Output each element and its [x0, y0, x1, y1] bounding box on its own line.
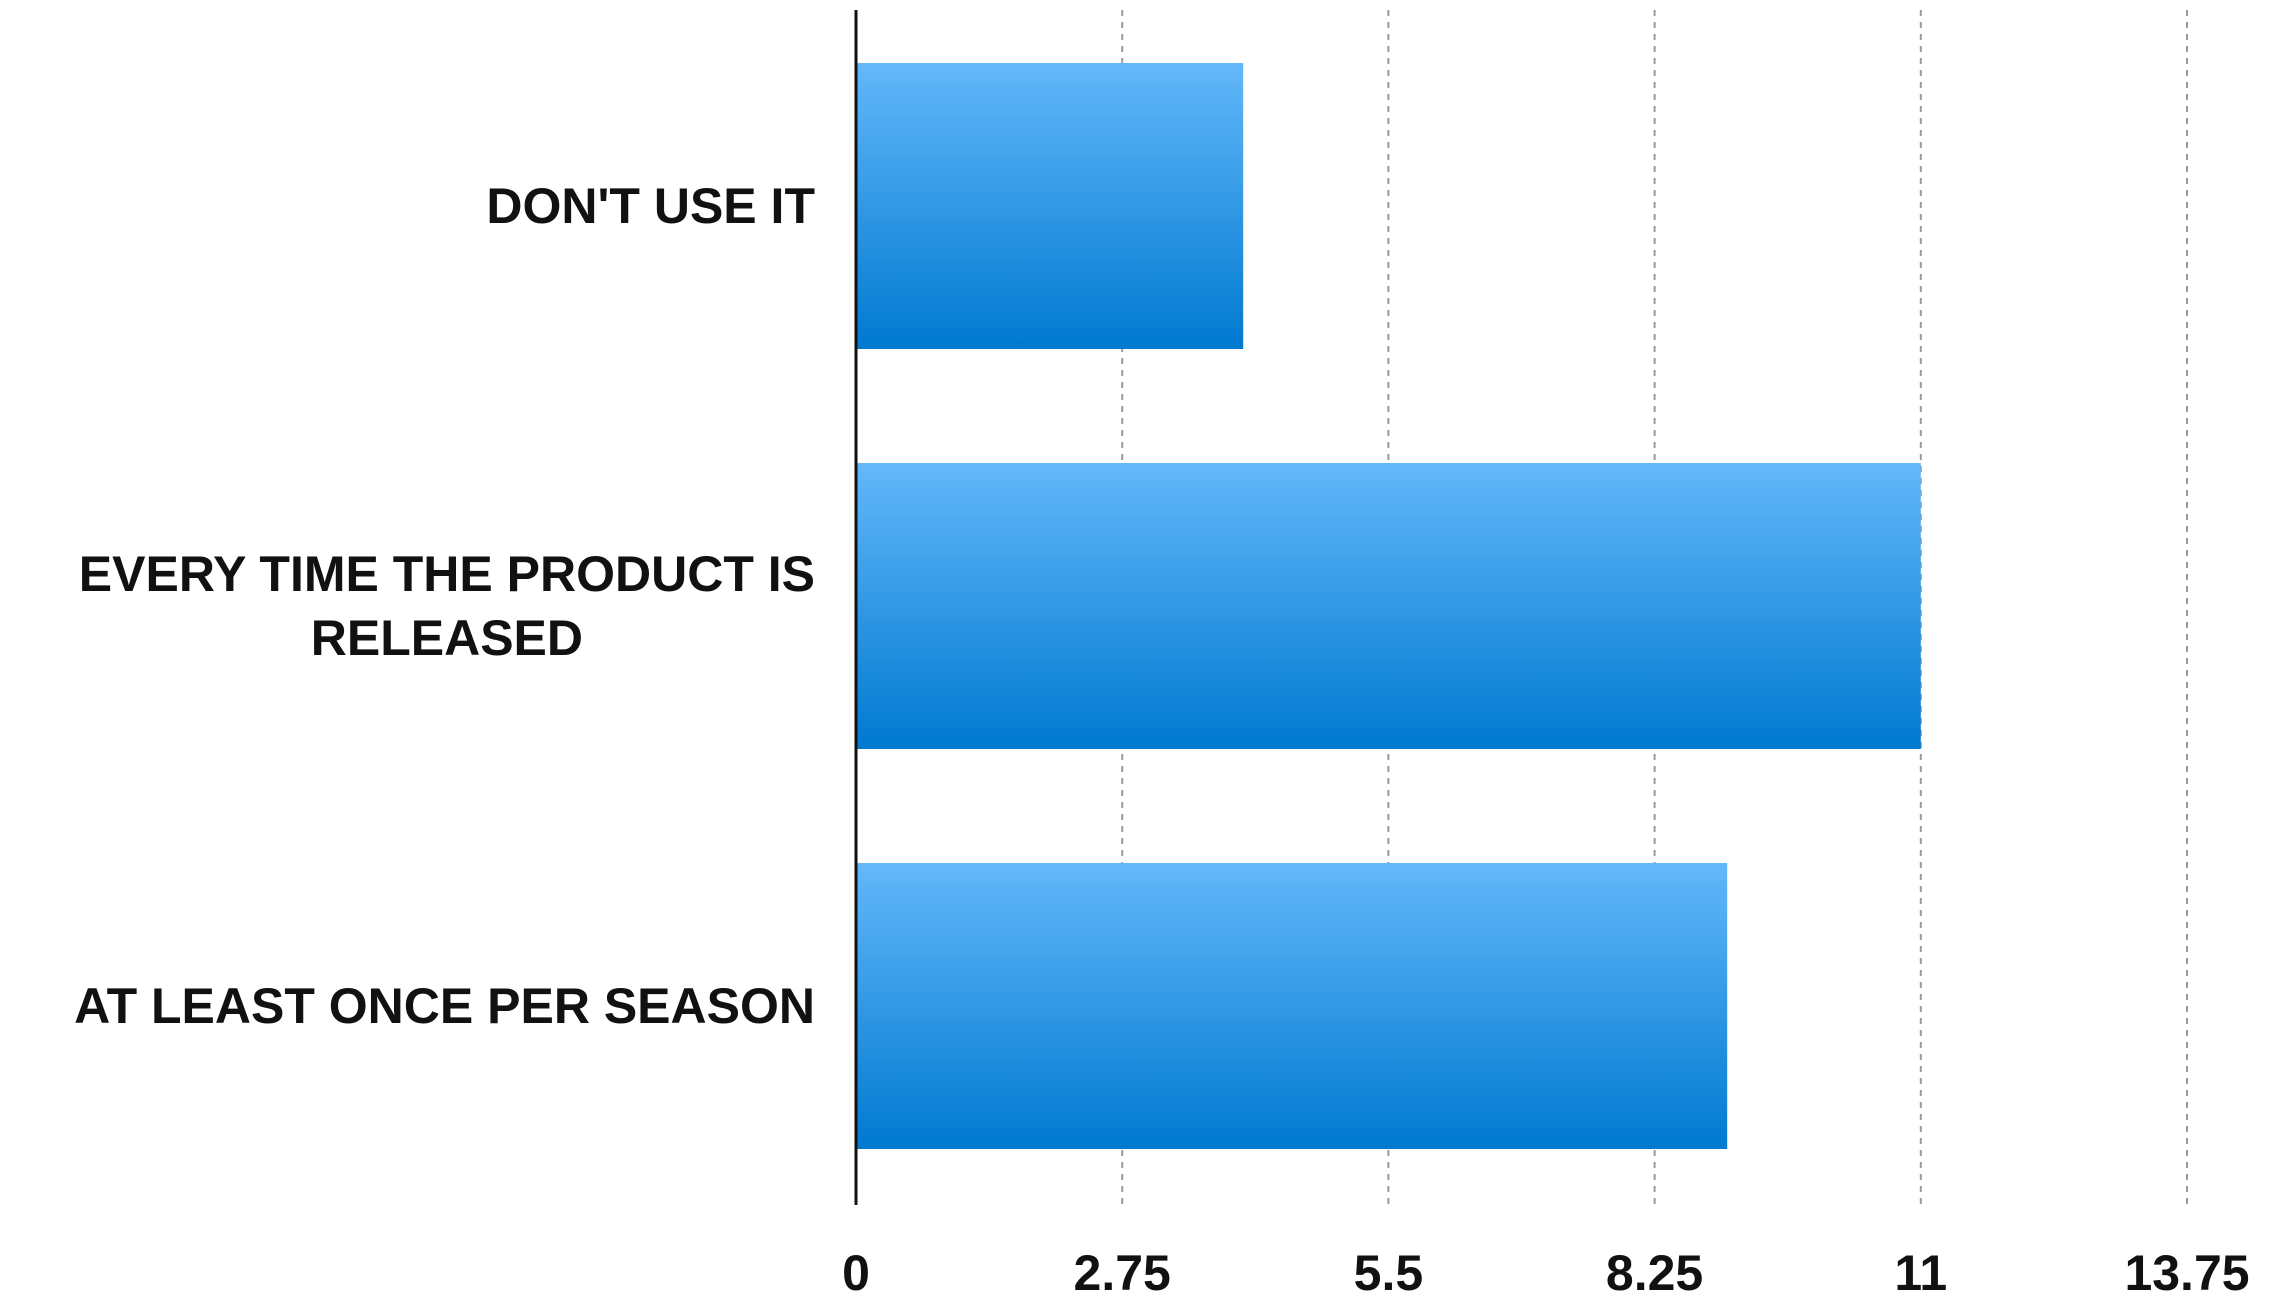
- x-tick-label: 8.25: [1606, 1245, 1703, 1301]
- x-tick-label: 0: [842, 1245, 870, 1301]
- bars: [856, 63, 1921, 1149]
- x-tick-label: 2.75: [1074, 1245, 1171, 1301]
- bar: [856, 863, 1728, 1149]
- category-labels: DON'T USE IT EVERY TIME THE PRODUCT IS REL…: [74, 178, 815, 1034]
- bar: [856, 63, 1244, 349]
- x-tick-label: 11: [1894, 1245, 1947, 1301]
- x-tick-label: 5.5: [1354, 1245, 1424, 1301]
- category-label: EVERY TIME THE PRODUCT IS RELEASED: [79, 546, 815, 666]
- x-tick-labels: 0 2.75 5.5 8.25 11 13.75: [842, 1245, 2249, 1301]
- category-label: DON'T USE IT: [486, 178, 815, 234]
- category-label: AT LEAST ONCE PER SEASON: [74, 978, 815, 1034]
- bar: [856, 463, 1921, 749]
- x-tick-label: 13.75: [2124, 1245, 2249, 1301]
